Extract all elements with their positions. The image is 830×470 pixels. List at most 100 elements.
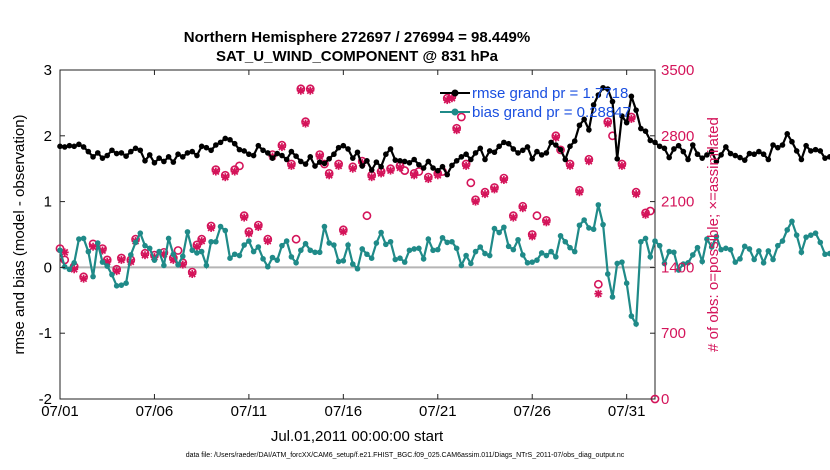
rmse-point xyxy=(741,157,748,163)
rmse-point xyxy=(519,147,526,154)
bias-point xyxy=(656,242,663,249)
bias-point xyxy=(217,223,224,230)
rmse-point xyxy=(817,148,824,154)
rmse-point xyxy=(326,156,332,162)
obs-assimilated-marker xyxy=(240,213,249,222)
bias-point xyxy=(241,242,247,248)
rmse-point xyxy=(586,127,592,133)
obs-assimilated-marker xyxy=(551,133,560,142)
rmse-point xyxy=(420,165,427,171)
obs-assimilated-marker xyxy=(315,152,324,161)
obs-assimilated-stroke xyxy=(434,171,442,179)
obs-assimilated-marker xyxy=(584,157,593,166)
rmse-point xyxy=(581,116,587,123)
rmse-point xyxy=(557,146,564,153)
rmse-point xyxy=(486,148,493,154)
y-tick-label: -1 xyxy=(39,325,52,342)
series-lines xyxy=(57,84,830,328)
bias-point xyxy=(619,259,625,265)
obs-possible-marker xyxy=(645,206,655,216)
bias-point xyxy=(80,235,87,242)
bias-point xyxy=(184,229,191,235)
bias-point xyxy=(595,202,602,208)
bias-point xyxy=(590,226,597,233)
rmse-point xyxy=(449,162,455,169)
rmse-point xyxy=(562,156,569,163)
y-axis-label: rmse and bias (model - observation) xyxy=(11,114,28,354)
y-tick-label: 1 xyxy=(44,194,52,211)
obs-assimilated-stroke xyxy=(339,228,347,236)
obs-assimilated-stroke xyxy=(254,223,262,231)
chart-subtitle: SAT_U_WIND_COMPONENT @ 831 hPa xyxy=(216,48,499,65)
bias-point xyxy=(519,252,526,258)
bias-point xyxy=(99,259,106,265)
obs-assimilated-marker xyxy=(490,185,499,194)
rmse-point xyxy=(57,143,63,150)
bias-point xyxy=(798,249,805,256)
obs-assimilated-marker xyxy=(410,171,419,180)
bias-point xyxy=(472,248,479,255)
bias-point xyxy=(468,260,474,267)
rmse-point xyxy=(746,150,753,157)
rmse-point xyxy=(123,153,129,159)
bias-point xyxy=(784,227,791,233)
bias-point xyxy=(132,239,139,246)
bias-point xyxy=(373,240,380,246)
bias-point xyxy=(680,261,687,267)
bias-point xyxy=(293,259,299,266)
bias-point xyxy=(340,258,347,264)
rmse-point xyxy=(80,144,87,150)
bias-point xyxy=(401,259,408,265)
bias-point xyxy=(789,218,795,225)
legend-entry-rmse: rmse grand pr = 1.7718 xyxy=(472,85,628,102)
obs-possible-marker xyxy=(456,112,466,122)
bias-point xyxy=(737,256,743,262)
obs-assimilated-marker xyxy=(296,86,305,95)
rmse-point xyxy=(694,151,701,158)
rmse-point xyxy=(213,142,219,148)
obs-assimilated-marker xyxy=(617,161,626,170)
obs-assimilated-stroke xyxy=(113,267,121,275)
bias-point xyxy=(713,233,720,240)
y-tick-label: 3 xyxy=(44,62,52,79)
bias-point xyxy=(482,250,488,257)
bias-point xyxy=(383,241,389,248)
obs-assimilated-stroke xyxy=(221,173,229,181)
rmse-point xyxy=(808,148,814,154)
bias-point xyxy=(298,247,304,254)
rmse-point xyxy=(293,153,299,159)
obs-assimilated-stroke xyxy=(89,243,97,251)
bias-point xyxy=(170,251,177,258)
rmse-point xyxy=(652,139,658,146)
obs-assimilated-stroke xyxy=(410,171,418,179)
obs-assimilated-stroke xyxy=(552,134,560,142)
rmse-point xyxy=(822,155,828,161)
rmse-point xyxy=(704,152,710,158)
bias-point xyxy=(628,313,635,319)
bias-point xyxy=(604,271,611,277)
obs-assimilated-stroke xyxy=(193,243,201,251)
bias-point xyxy=(255,244,262,250)
plot-area xyxy=(59,69,656,400)
rmse-point xyxy=(397,158,403,164)
bias-point xyxy=(387,238,394,245)
rmse-point xyxy=(94,150,101,156)
bias-point xyxy=(231,251,238,258)
obs-assimilated-stroke xyxy=(604,119,612,128)
obs-assimilated-stroke xyxy=(70,265,78,273)
obs-possible-marker xyxy=(291,234,301,244)
obs-assimilated-marker xyxy=(339,227,348,236)
rmse-point xyxy=(571,138,578,144)
rmse-point xyxy=(279,152,285,159)
obs-assimilated-marker xyxy=(603,119,612,128)
bias-point xyxy=(416,245,422,252)
rmse-point xyxy=(647,137,654,144)
bias-point xyxy=(118,282,125,288)
rmse-point xyxy=(510,146,517,152)
bias-point xyxy=(557,233,564,239)
rmse-point xyxy=(453,158,460,164)
obs-assimilated-stroke xyxy=(490,185,499,193)
obs-assimilated-marker xyxy=(566,161,574,170)
obs-assimilated-stroke xyxy=(462,162,470,170)
obs-assimilated-stroke xyxy=(198,237,206,245)
